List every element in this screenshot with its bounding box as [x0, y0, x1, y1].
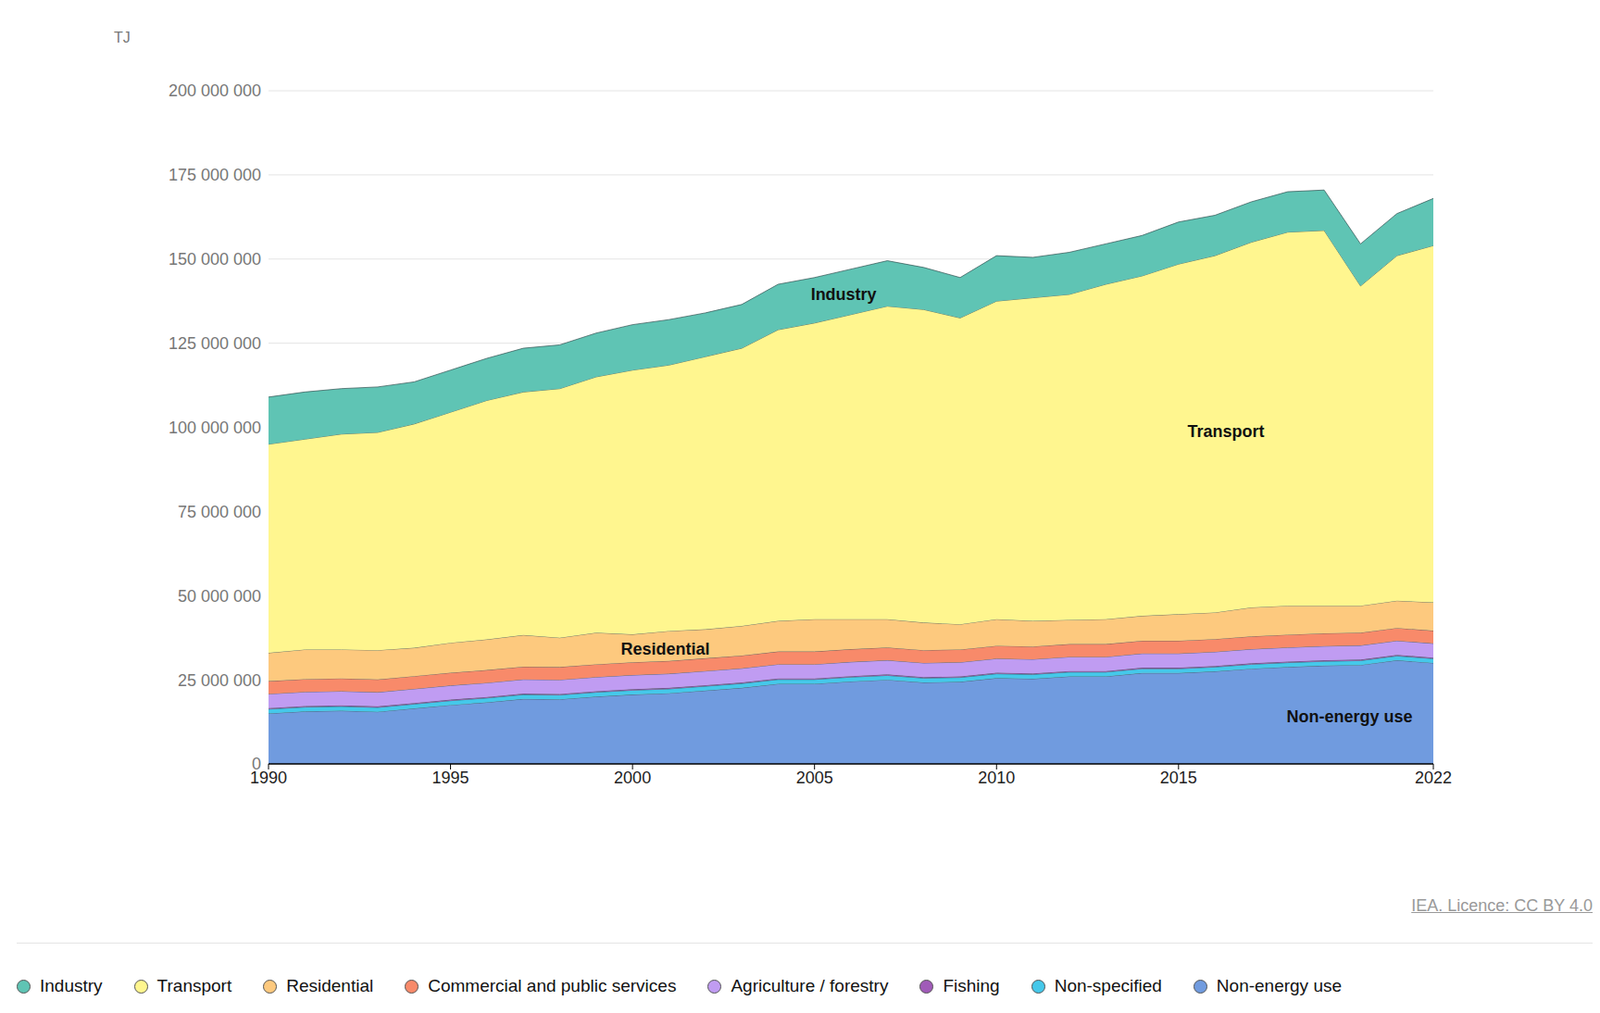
svg-text:2010: 2010 — [977, 768, 1015, 788]
svg-text:0: 0 — [251, 754, 262, 774]
html-text:TJ: TJ — [113, 29, 131, 46]
svg-text:150 000 000: 150 000 000 — [168, 250, 262, 269]
html-text:Non-energy use: Non-energy use — [1216, 975, 1342, 996]
svg-text:175 000 000: 175 000 000 — [168, 165, 262, 185]
svg-text:125 000 000: 125 000 000 — [168, 334, 262, 353]
html-text:Agriculture / forestry: Agriculture / forestry — [730, 975, 889, 996]
svg-text:100 000 000: 100 000 000 — [168, 418, 262, 438]
svg-text:Industry: Industry — [811, 285, 877, 304]
html-text:Transport: Transport — [157, 975, 232, 996]
html-text:Commercial and public services: Commercial and public services — [427, 975, 677, 996]
html-text:IEA. Licence: CC BY 4.0: IEA. Licence: CC BY 4.0 — [1411, 896, 1593, 915]
svg-text:2015: 2015 — [1160, 768, 1198, 788]
svg-text:75 000 000: 75 000 000 — [177, 502, 262, 522]
svg-text:50 000 000: 50 000 000 — [177, 587, 262, 606]
svg-text:Residential: Residential — [620, 639, 710, 659]
svg-text:2022: 2022 — [1414, 768, 1452, 788]
svg-text:Non-energy use: Non-energy use — [1287, 707, 1413, 726]
html-text:Non-specified: Non-specified — [1054, 975, 1162, 996]
html-text:Fishing: Fishing — [942, 975, 1000, 996]
svg-text:2000: 2000 — [613, 768, 651, 788]
svg-text:Transport: Transport — [1187, 422, 1264, 441]
svg-text:25 000 000: 25 000 000 — [177, 671, 262, 690]
svg-text:1995: 1995 — [432, 768, 470, 788]
svg-text:200 000 000: 200 000 000 — [168, 81, 262, 100]
svg-text:1990: 1990 — [250, 768, 288, 787]
html-text:Industry: Industry — [39, 975, 103, 996]
html-text:Residential: Residential — [286, 975, 374, 996]
svg-text:2005: 2005 — [796, 768, 834, 788]
